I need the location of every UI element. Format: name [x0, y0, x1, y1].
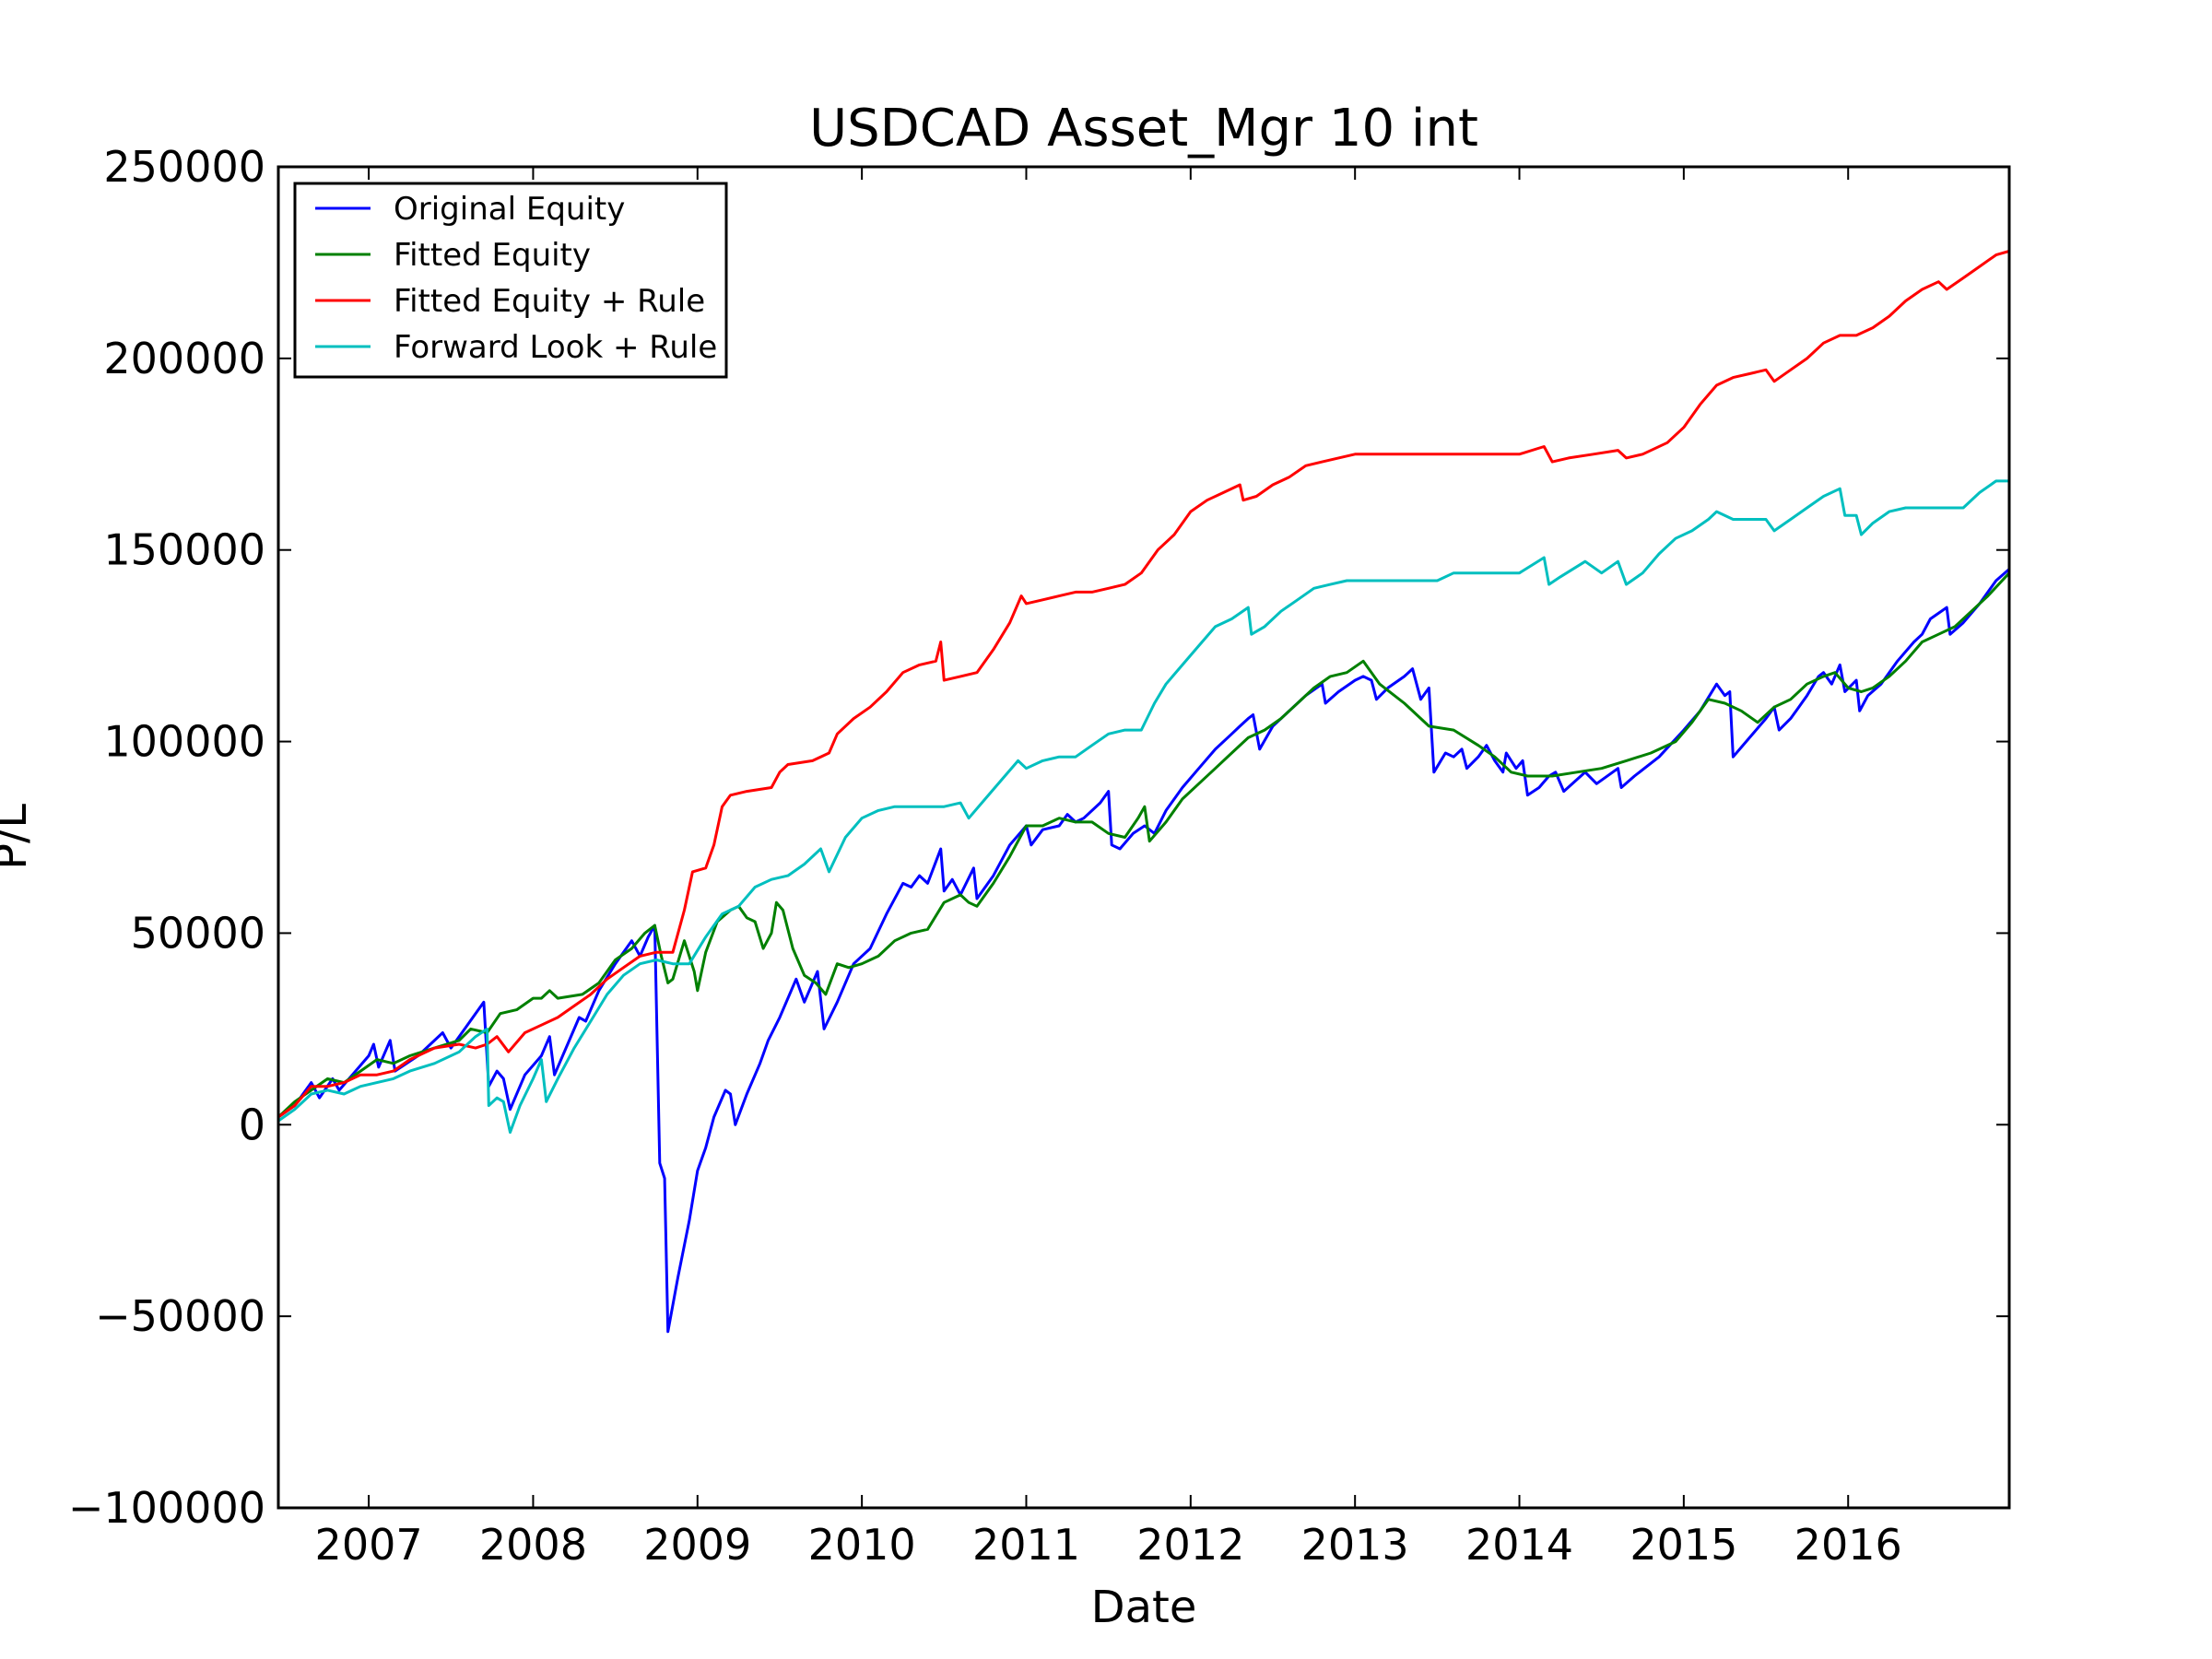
y-tick-label: 50000 [131, 908, 265, 958]
legend-label-fitted-equity: Fitted Equity [394, 237, 591, 274]
y-tick-label: 0 [239, 1100, 265, 1149]
y-tick-label: 100000 [103, 717, 265, 767]
x-axis-label: Date [1091, 1582, 1197, 1633]
y-tick-label: 250000 [103, 142, 265, 192]
x-tick-label: 2016 [1794, 1520, 1902, 1570]
legend-frame [293, 182, 728, 379]
y-tick-label: −50000 [95, 1291, 265, 1341]
y-axis-label: P/L [0, 804, 37, 870]
series-line-forward-look-rule [277, 479, 2009, 1135]
x-tick-label: 2011 [972, 1520, 1080, 1570]
series-line-original-equity [277, 568, 2010, 1334]
x-tick-label: 2007 [315, 1520, 423, 1570]
legend-label-fitted-equity-rule: Fitted Equity + Rule [394, 283, 705, 320]
series-line-fitted-equity [276, 571, 2011, 1119]
series-line-fitted-equity-rule [277, 250, 2010, 1119]
legend: Original Equity Fitted Equity Fitted Equ… [293, 182, 728, 379]
plot-area [278, 167, 2009, 1508]
x-tick-label: 2008 [479, 1520, 587, 1570]
series-lines [276, 250, 2011, 1334]
x-tick-label: 2014 [1465, 1520, 1573, 1570]
x-tick-label: 2010 [808, 1520, 916, 1570]
legend-label-forward-look-rule: Forward Look + Rule [394, 329, 717, 366]
y-tick-label: −100000 [68, 1483, 265, 1533]
x-tick-label: 2015 [1630, 1520, 1737, 1570]
x-tick-label: 2013 [1301, 1520, 1409, 1570]
chart-title: USDCAD Asset_Mgr 10 int [809, 99, 1478, 159]
y-tick-label: 150000 [103, 525, 265, 575]
plot-frame [276, 165, 2011, 1510]
tick-labels: 2007 2008 2009 2010 2011 2012 2013 2014 2015 2016… [68, 142, 1902, 1570]
x-tick-label: 2009 [643, 1520, 751, 1570]
x-tick-label: 2012 [1136, 1520, 1244, 1570]
tick-marks [278, 166, 2009, 1509]
y-tick-label: 200000 [103, 334, 265, 383]
legend-label-original-equity: Original Equity [394, 191, 625, 228]
